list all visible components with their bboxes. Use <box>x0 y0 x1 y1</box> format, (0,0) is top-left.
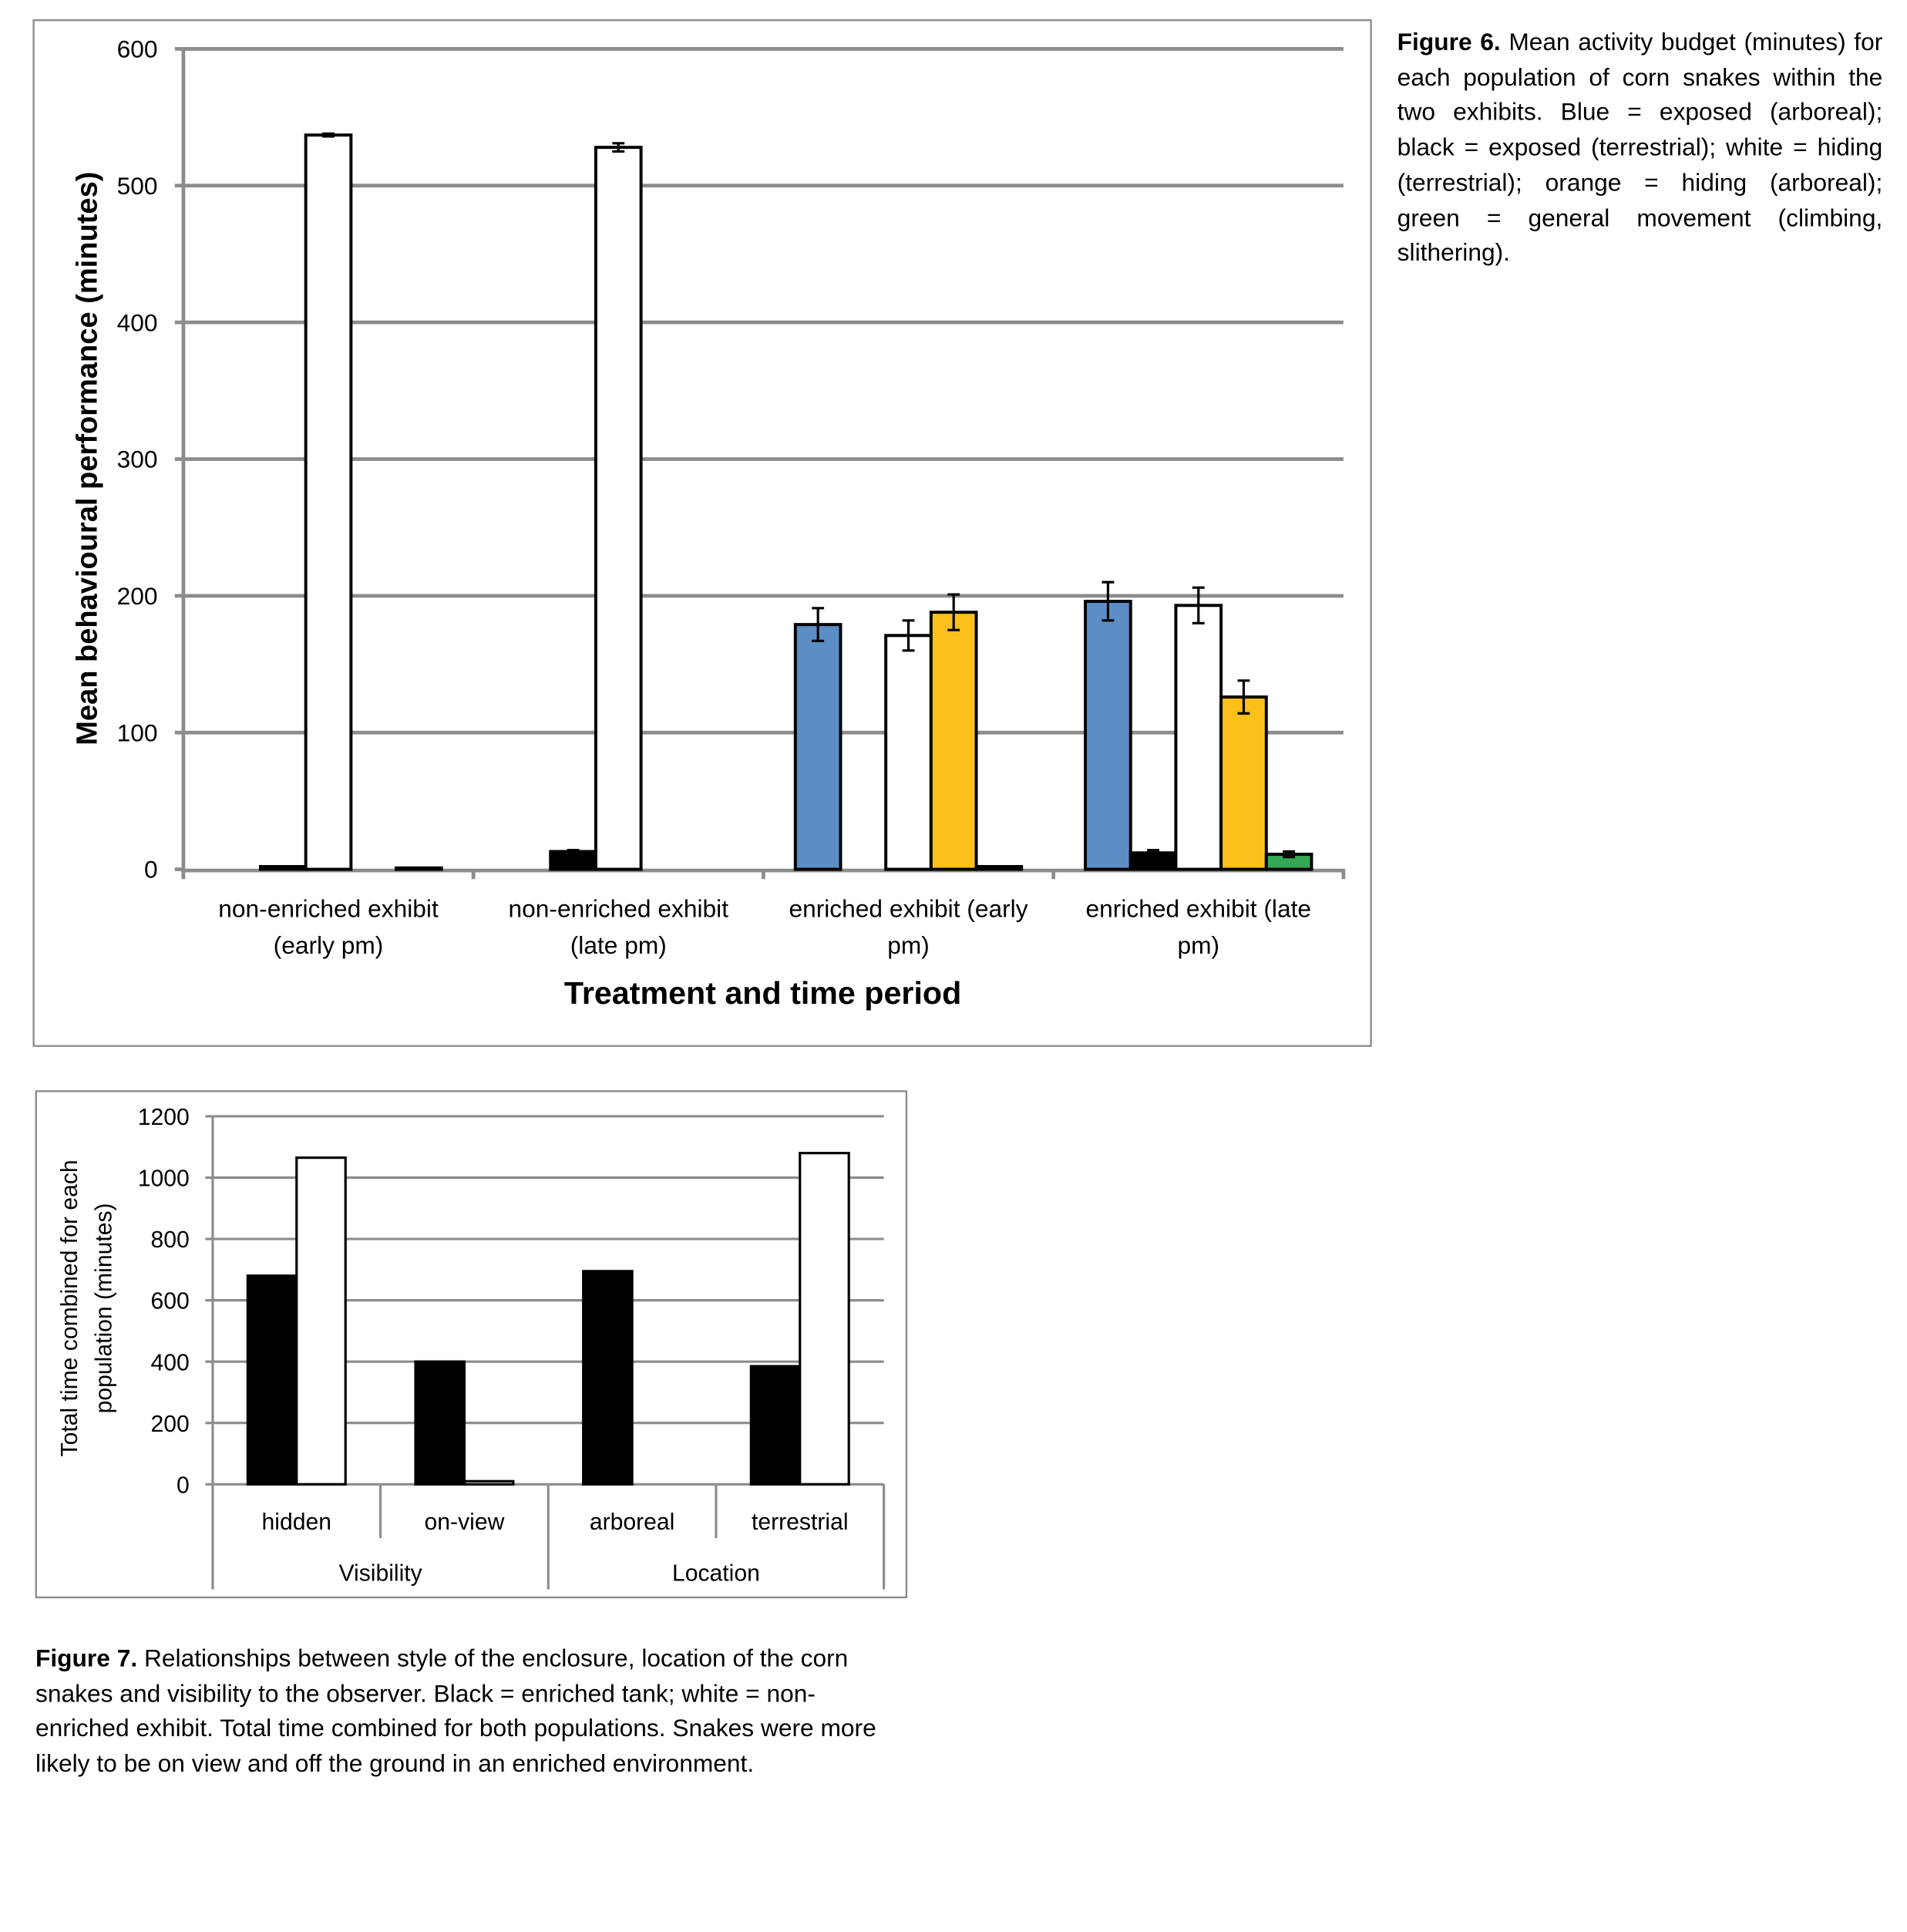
error-bar <box>1101 581 1115 622</box>
y-tick-label: 1000 <box>138 1166 190 1192</box>
x-tick-label: (early pm) <box>274 931 384 959</box>
y-axis-title: population (minutes) <box>91 1203 116 1413</box>
figure7-caption: Figure 7. Relationships between style of… <box>35 1642 897 1782</box>
bar <box>594 146 643 871</box>
bar <box>259 865 308 871</box>
figure7-chart: 0 200 400 600 800 1000 1200 hidden on-view arbore… <box>35 1090 908 1599</box>
bar <box>929 611 978 871</box>
x-tick-label: non-enriched exhibit <box>218 894 439 922</box>
y-tick-label: 600 <box>117 35 158 63</box>
bar <box>793 623 843 871</box>
bar <box>1084 599 1132 871</box>
figure6-caption-label: Figure 6. <box>1397 29 1501 56</box>
y-tick-label: 400 <box>117 308 158 336</box>
x-group-label: Location <box>672 1561 760 1587</box>
figure7-caption-label: Figure 7. <box>35 1645 138 1673</box>
figure6-caption-text: Mean activity budget (minutes) for each … <box>1397 29 1883 268</box>
error-bar <box>947 593 960 631</box>
error-bar <box>1147 849 1160 857</box>
x-tick-label: (late pm) <box>570 931 667 959</box>
y-tick-label: 0 <box>177 1473 190 1498</box>
y-tick-label: 100 <box>117 719 158 746</box>
x-tick-label: enriched exhibit (late <box>1086 894 1312 922</box>
x-tick-label: non-enriched exhibit <box>509 894 729 922</box>
figure7-caption-text: Relationships between style of the enclo… <box>35 1645 876 1779</box>
bar <box>462 1479 515 1486</box>
y-tick-label: 0 <box>144 856 158 884</box>
y-tick-label: 500 <box>117 172 158 200</box>
error-bar <box>1283 850 1296 859</box>
figure6-caption: Figure 6. Mean activity budget (minutes)… <box>1397 25 1883 271</box>
x-tick-label: terrestrial <box>752 1510 849 1535</box>
y-axis-title: Mean behavioural performance (minutes) <box>71 172 103 746</box>
chart-frame <box>32 19 1372 1047</box>
bar <box>1219 695 1268 871</box>
bar <box>304 133 353 871</box>
x-group-label: Visibility <box>338 1561 422 1587</box>
x-tick-label: on-view <box>425 1510 505 1535</box>
x-axis-title: Treatment and time period <box>564 975 961 1011</box>
y-tick-label: 800 <box>151 1227 190 1253</box>
error-bar <box>612 142 625 153</box>
error-bar <box>812 607 825 642</box>
bar <box>414 1360 466 1486</box>
y-tick-label: 400 <box>151 1350 190 1375</box>
y-tick-label: 300 <box>117 446 158 473</box>
bar <box>246 1274 298 1486</box>
bar <box>749 1365 802 1486</box>
figure6-chart: 0 100 200 300 400 500 600 non-enriched exhibit (… <box>32 19 1372 1047</box>
bar <box>549 850 597 871</box>
error-bar <box>902 619 915 652</box>
x-tick-label: hidden <box>262 1510 331 1535</box>
bar <box>295 1156 347 1486</box>
error-bar <box>1237 679 1250 715</box>
y-tick-label: 1200 <box>138 1105 190 1130</box>
y-tick-label: 600 <box>151 1289 190 1314</box>
x-tick-label: pm) <box>887 931 930 959</box>
chart-frame <box>35 1090 908 1599</box>
error-bar <box>567 849 580 854</box>
bar <box>799 1152 850 1486</box>
bar <box>974 865 1024 871</box>
bar <box>884 634 933 871</box>
bar <box>582 1270 634 1486</box>
x-tick-label: enriched exhibit (early <box>789 894 1027 922</box>
bar <box>1174 604 1223 871</box>
y-tick-label: 200 <box>151 1412 190 1437</box>
x-tick-label: arboreal <box>590 1510 675 1535</box>
x-tick-label: pm) <box>1177 931 1219 959</box>
y-tick-label: 200 <box>117 582 158 610</box>
error-bar <box>1192 586 1205 624</box>
error-bar <box>322 132 335 138</box>
y-axis-title: Total time combined for each <box>57 1160 82 1456</box>
bar <box>395 866 443 871</box>
